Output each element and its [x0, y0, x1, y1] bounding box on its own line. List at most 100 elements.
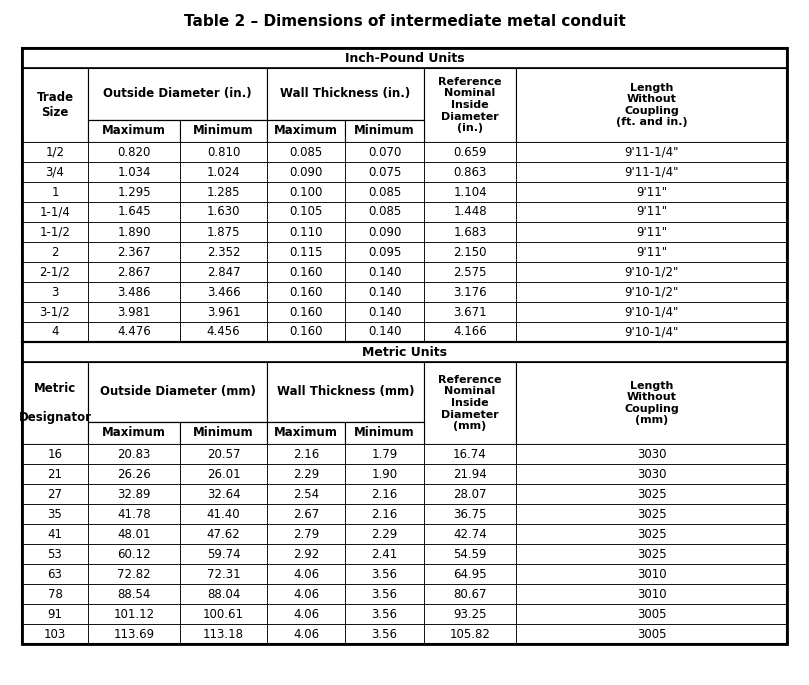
Text: 2.16: 2.16 — [293, 447, 319, 460]
Bar — [180, 142, 267, 162]
Bar — [22, 362, 88, 444]
Text: 3010: 3010 — [637, 588, 667, 601]
Text: 0.090: 0.090 — [290, 166, 323, 179]
Bar — [267, 484, 345, 504]
Bar — [516, 222, 787, 242]
Bar — [180, 282, 267, 302]
Bar — [345, 604, 424, 624]
Bar — [88, 504, 180, 524]
Bar — [345, 242, 424, 262]
Bar — [424, 624, 516, 644]
Bar — [345, 120, 424, 142]
Text: Metric

Designator: Metric Designator — [19, 382, 91, 425]
Text: Outside Diameter (in.): Outside Diameter (in.) — [104, 88, 252, 101]
Bar — [516, 202, 787, 222]
Text: Maximum: Maximum — [274, 125, 338, 138]
Bar — [267, 322, 345, 342]
Bar — [424, 464, 516, 484]
Bar — [22, 524, 88, 544]
Bar — [22, 322, 88, 342]
Text: 88.54: 88.54 — [117, 588, 150, 601]
Bar — [22, 282, 88, 302]
Bar — [516, 444, 787, 464]
Bar — [516, 464, 787, 484]
Bar — [516, 604, 787, 624]
Bar — [424, 564, 516, 584]
Text: 0.090: 0.090 — [368, 225, 401, 238]
Bar — [424, 362, 516, 444]
Text: 3.486: 3.486 — [117, 286, 150, 299]
Bar — [180, 444, 267, 464]
Text: Table 2 – Dimensions of intermediate metal conduit: Table 2 – Dimensions of intermediate met… — [184, 14, 625, 29]
Bar — [180, 120, 267, 142]
Text: 1.285: 1.285 — [207, 186, 240, 199]
Text: 9'11": 9'11" — [636, 245, 667, 258]
Bar — [267, 202, 345, 222]
Bar — [88, 68, 267, 120]
Text: 1.034: 1.034 — [117, 166, 150, 179]
Bar — [22, 464, 88, 484]
Text: 41.40: 41.40 — [206, 508, 240, 521]
Bar — [516, 584, 787, 604]
Bar — [516, 302, 787, 322]
Text: 0.105: 0.105 — [290, 206, 323, 219]
Text: 2-1/2: 2-1/2 — [40, 266, 70, 279]
Text: 0.659: 0.659 — [453, 145, 487, 158]
Bar — [267, 544, 345, 564]
Text: 1.875: 1.875 — [207, 225, 240, 238]
Bar — [22, 444, 88, 464]
Bar — [345, 262, 424, 282]
Text: 0.863: 0.863 — [453, 166, 487, 179]
Text: 91: 91 — [48, 608, 62, 621]
Bar — [88, 182, 180, 202]
Text: 3.466: 3.466 — [206, 286, 240, 299]
Bar — [180, 484, 267, 504]
Bar — [267, 504, 345, 524]
Text: 2.54: 2.54 — [293, 488, 319, 501]
Text: 41: 41 — [48, 527, 62, 540]
Bar — [516, 142, 787, 162]
Bar — [424, 524, 516, 544]
Text: 2.79: 2.79 — [293, 527, 319, 540]
Bar — [180, 524, 267, 544]
Bar — [345, 524, 424, 544]
Bar — [88, 422, 180, 444]
Text: 101.12: 101.12 — [113, 608, 155, 621]
Text: Minimum: Minimum — [193, 427, 254, 440]
Bar — [516, 504, 787, 524]
Bar — [424, 484, 516, 504]
Text: Maximum: Maximum — [102, 427, 166, 440]
Bar — [424, 544, 516, 564]
Text: Length
Without
Coupling
(mm): Length Without Coupling (mm) — [624, 381, 679, 425]
Text: 72.31: 72.31 — [206, 567, 240, 580]
Text: 0.085: 0.085 — [368, 206, 401, 219]
Text: 0.115: 0.115 — [290, 245, 323, 258]
Bar — [345, 464, 424, 484]
Text: 4.06: 4.06 — [293, 588, 319, 601]
Text: 0.110: 0.110 — [290, 225, 323, 238]
Text: 4.06: 4.06 — [293, 627, 319, 640]
Text: 3/4: 3/4 — [45, 166, 65, 179]
Text: 48.01: 48.01 — [117, 527, 150, 540]
Text: 4.456: 4.456 — [206, 325, 240, 338]
Text: Maximum: Maximum — [102, 125, 166, 138]
Bar — [22, 604, 88, 624]
Text: 1.448: 1.448 — [453, 206, 487, 219]
Bar — [424, 162, 516, 182]
Bar — [424, 222, 516, 242]
Bar — [88, 262, 180, 282]
Text: 1.645: 1.645 — [117, 206, 150, 219]
Bar — [22, 342, 787, 644]
Bar — [88, 604, 180, 624]
Text: 3030: 3030 — [637, 467, 667, 480]
Bar — [516, 484, 787, 504]
Bar — [180, 202, 267, 222]
Text: 0.820: 0.820 — [117, 145, 150, 158]
Text: 4.166: 4.166 — [453, 325, 487, 338]
Bar — [516, 362, 787, 444]
Bar — [22, 504, 88, 524]
Bar — [424, 584, 516, 604]
Text: 47.62: 47.62 — [206, 527, 240, 540]
Text: 9'11-1/4": 9'11-1/4" — [625, 166, 679, 179]
Text: 0.070: 0.070 — [368, 145, 401, 158]
